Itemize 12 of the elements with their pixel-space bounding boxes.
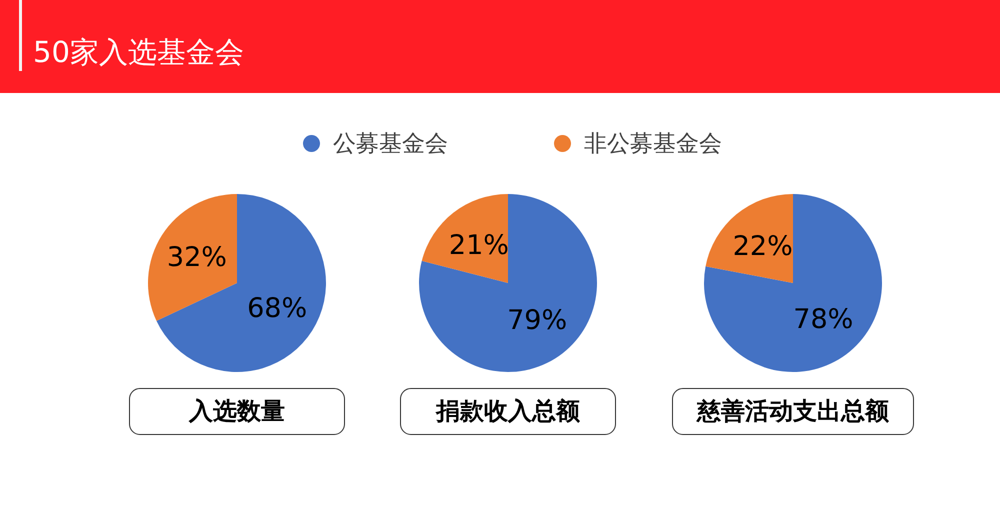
data-label: 78%	[793, 304, 854, 336]
text: 捐款收入总额	[436, 397, 580, 425]
data-label: 22%	[732, 230, 793, 262]
text: 慈善活动支出总额	[697, 397, 889, 425]
legend-label: 公募基金会	[333, 130, 448, 159]
text: 入选数量	[189, 397, 285, 425]
data-label: 21%	[448, 230, 509, 261]
chart-title: 50家入选基金会	[33, 34, 244, 71]
legend-label: 非公募基金会	[584, 130, 722, 159]
data-label: 68%	[247, 292, 308, 324]
data-label: 32%	[166, 242, 227, 274]
data-label: 79%	[507, 305, 568, 336]
